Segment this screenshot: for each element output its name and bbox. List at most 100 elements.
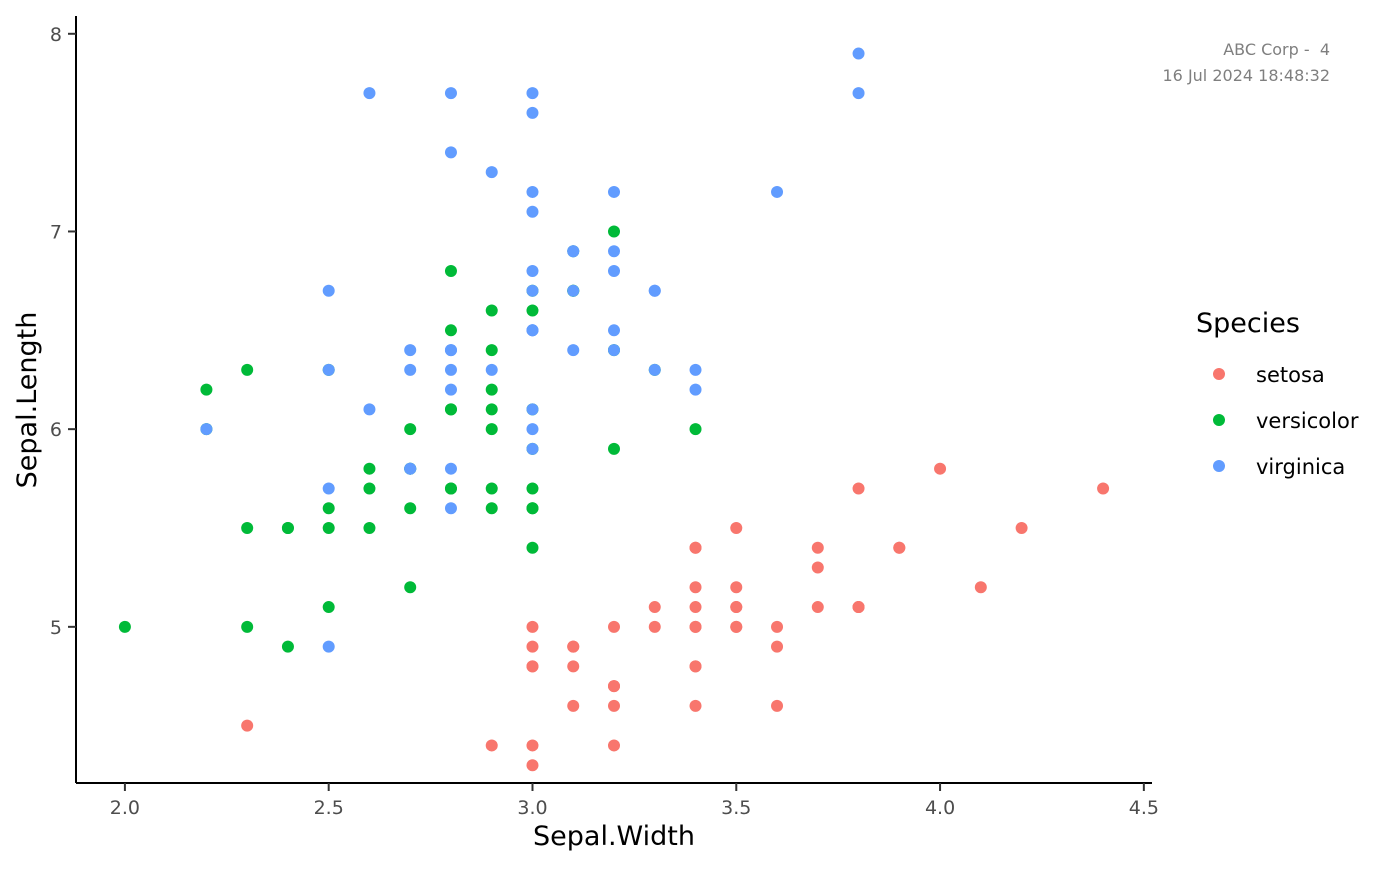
data-point-versicolor bbox=[485, 304, 498, 317]
data-point-setosa bbox=[852, 482, 865, 495]
data-point-setosa bbox=[608, 620, 620, 633]
data-point-virginica bbox=[322, 363, 335, 376]
legend-label-setosa: setosa bbox=[1256, 363, 1325, 387]
data-point-setosa bbox=[648, 620, 661, 633]
data-point-versicolor bbox=[363, 462, 376, 475]
data-point-versicolor bbox=[404, 581, 417, 594]
data-point-setosa bbox=[893, 541, 906, 554]
points-layer bbox=[118, 47, 1110, 772]
data-point-setosa bbox=[241, 719, 254, 732]
data-point-virginica bbox=[200, 423, 213, 436]
data-point-versicolor bbox=[485, 344, 498, 357]
data-point-versicolor bbox=[485, 502, 498, 515]
data-point-virginica bbox=[526, 324, 539, 337]
data-point-versicolor bbox=[526, 304, 539, 317]
data-point-versicolor bbox=[322, 502, 335, 515]
data-point-virginica bbox=[567, 344, 580, 357]
data-point-setosa bbox=[771, 640, 784, 653]
data-point-versicolor bbox=[485, 482, 498, 495]
annotation-line-1: ABC Corp - 4 bbox=[1223, 40, 1330, 59]
data-point-versicolor bbox=[526, 482, 539, 495]
series-setosa bbox=[241, 462, 1110, 772]
data-point-virginica bbox=[608, 265, 620, 278]
data-point-versicolor bbox=[485, 383, 498, 396]
data-point-virginica bbox=[404, 462, 417, 475]
data-point-versicolor bbox=[322, 601, 335, 614]
data-point-virginica bbox=[526, 265, 539, 278]
x-tick-label: 4.5 bbox=[1129, 797, 1159, 819]
annotation-line-2: 16 Jul 2024 18:48:32 bbox=[1163, 66, 1331, 85]
data-point-versicolor bbox=[241, 521, 254, 534]
y-tick-label: 5 bbox=[50, 617, 62, 639]
data-point-setosa bbox=[1097, 482, 1110, 495]
data-point-versicolor bbox=[200, 383, 213, 396]
data-point-virginica bbox=[322, 284, 335, 297]
legend-title: Species bbox=[1196, 308, 1300, 339]
data-point-versicolor bbox=[444, 324, 457, 337]
y-tick-label: 8 bbox=[50, 24, 62, 46]
data-point-setosa bbox=[526, 640, 539, 653]
data-point-virginica bbox=[526, 423, 539, 436]
data-point-setosa bbox=[689, 581, 702, 594]
data-point-setosa bbox=[811, 561, 824, 574]
data-point-virginica bbox=[852, 47, 865, 60]
data-point-versicolor bbox=[363, 521, 376, 534]
data-point-setosa bbox=[608, 680, 620, 693]
data-point-versicolor bbox=[485, 423, 498, 436]
data-point-setosa bbox=[689, 620, 702, 633]
data-point-setosa bbox=[974, 581, 987, 594]
data-point-virginica bbox=[526, 87, 539, 100]
data-point-virginica bbox=[608, 185, 620, 198]
data-point-setosa bbox=[526, 739, 539, 752]
data-point-versicolor bbox=[363, 482, 376, 495]
data-point-virginica bbox=[648, 363, 661, 376]
data-point-virginica bbox=[363, 403, 376, 416]
y-axis-label: Sepal.Length bbox=[12, 312, 43, 489]
x-axis-label: Sepal.Width bbox=[533, 821, 695, 852]
x-tick-label: 3.5 bbox=[721, 797, 751, 819]
data-point-virginica bbox=[322, 640, 335, 653]
data-point-setosa bbox=[648, 601, 661, 614]
data-point-virginica bbox=[485, 166, 498, 179]
data-point-setosa bbox=[689, 601, 702, 614]
data-point-setosa bbox=[771, 620, 784, 633]
x-tick-label: 2.0 bbox=[110, 797, 140, 819]
x-ticks-layer: 2.0 2.5 3.0 3.5 4.0 4.5 bbox=[110, 783, 1159, 819]
data-point-setosa bbox=[689, 660, 702, 673]
data-point-versicolor bbox=[526, 502, 539, 515]
data-point-versicolor bbox=[608, 225, 620, 238]
data-point-virginica bbox=[689, 383, 702, 396]
data-point-virginica bbox=[444, 383, 457, 396]
data-point-versicolor bbox=[444, 265, 457, 278]
legend-key-setosa bbox=[1213, 368, 1225, 380]
data-point-versicolor bbox=[444, 403, 457, 416]
legend-item-setosa: setosa bbox=[1213, 363, 1325, 387]
data-point-virginica bbox=[526, 284, 539, 297]
data-point-setosa bbox=[730, 581, 743, 594]
legend-key-versicolor bbox=[1213, 414, 1225, 426]
data-point-setosa bbox=[526, 660, 539, 673]
data-point-virginica bbox=[567, 245, 580, 258]
x-tick-label: 4.0 bbox=[925, 797, 955, 819]
data-point-virginica bbox=[526, 106, 539, 119]
y-tick-label: 6 bbox=[50, 419, 62, 441]
legend-label-virginica: virginica bbox=[1256, 455, 1345, 479]
legend-item-versicolor: versicolor bbox=[1213, 409, 1359, 433]
data-point-virginica bbox=[444, 462, 457, 475]
data-point-virginica bbox=[771, 185, 784, 198]
data-point-setosa bbox=[567, 640, 580, 653]
data-point-virginica bbox=[608, 344, 620, 357]
y-tick-label: 7 bbox=[50, 221, 62, 243]
legend: Species setosa versicolor virginica bbox=[1196, 308, 1359, 479]
data-point-virginica bbox=[444, 87, 457, 100]
data-point-setosa bbox=[730, 521, 743, 534]
data-point-versicolor bbox=[322, 521, 335, 534]
data-point-virginica bbox=[363, 87, 376, 100]
data-point-versicolor bbox=[608, 442, 620, 455]
data-point-versicolor bbox=[118, 620, 131, 633]
data-point-setosa bbox=[526, 620, 539, 633]
data-point-virginica bbox=[567, 284, 580, 297]
data-point-setosa bbox=[567, 660, 580, 673]
data-point-setosa bbox=[1015, 521, 1028, 534]
